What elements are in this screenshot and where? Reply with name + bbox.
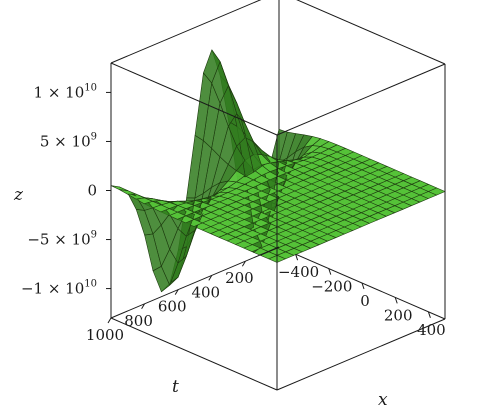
x-tick-mark	[328, 268, 332, 275]
t-tick-mark	[208, 275, 213, 281]
surface-patch	[110, 185, 128, 191]
t-tick-label: 800	[124, 312, 153, 330]
t-tick-label: 600	[158, 298, 187, 316]
box-edge	[276, 63, 446, 136]
t-tick-label: 200	[225, 269, 254, 287]
x-tick-label: 400	[417, 321, 446, 339]
x-tick-label: 0	[360, 292, 370, 310]
t-tick-label: 400	[191, 283, 220, 301]
t-tick-mark	[174, 289, 179, 295]
z-tick-label: −5 × 109	[27, 230, 97, 249]
x-tick-mark	[427, 311, 431, 318]
z-axis-label: z	[13, 185, 24, 205]
x-tick-label: −200	[311, 278, 352, 296]
box-edge	[276, 318, 446, 391]
x-tick-mark	[361, 282, 365, 290]
t-axis-label: t	[172, 377, 179, 397]
box-edge	[110, 62, 278, 136]
x-tick-mark	[295, 254, 299, 261]
x-axis-label: x	[378, 390, 388, 410]
box-edge	[296, 0, 446, 65]
z-tick-label: −1 × 1010	[21, 279, 97, 298]
z-tick-label: 0	[87, 182, 97, 200]
x-tick-label: −400	[278, 263, 319, 281]
x-tick-label: 200	[384, 306, 413, 324]
box-edge	[110, 0, 262, 64]
t-tick-mark	[107, 317, 112, 324]
bounding-box-front	[110, 0, 446, 391]
surface	[110, 49, 446, 293]
t-tick-mark	[141, 303, 146, 310]
box-edge	[110, 246, 280, 319]
box-edge	[110, 317, 278, 391]
x-tick-mark	[394, 297, 398, 304]
z-tick-label: 5 × 109	[40, 131, 97, 150]
t-tick-mark	[241, 260, 246, 267]
z-tick-label: 1 × 1010	[34, 82, 97, 101]
t-tick-label: 1000	[86, 326, 124, 344]
